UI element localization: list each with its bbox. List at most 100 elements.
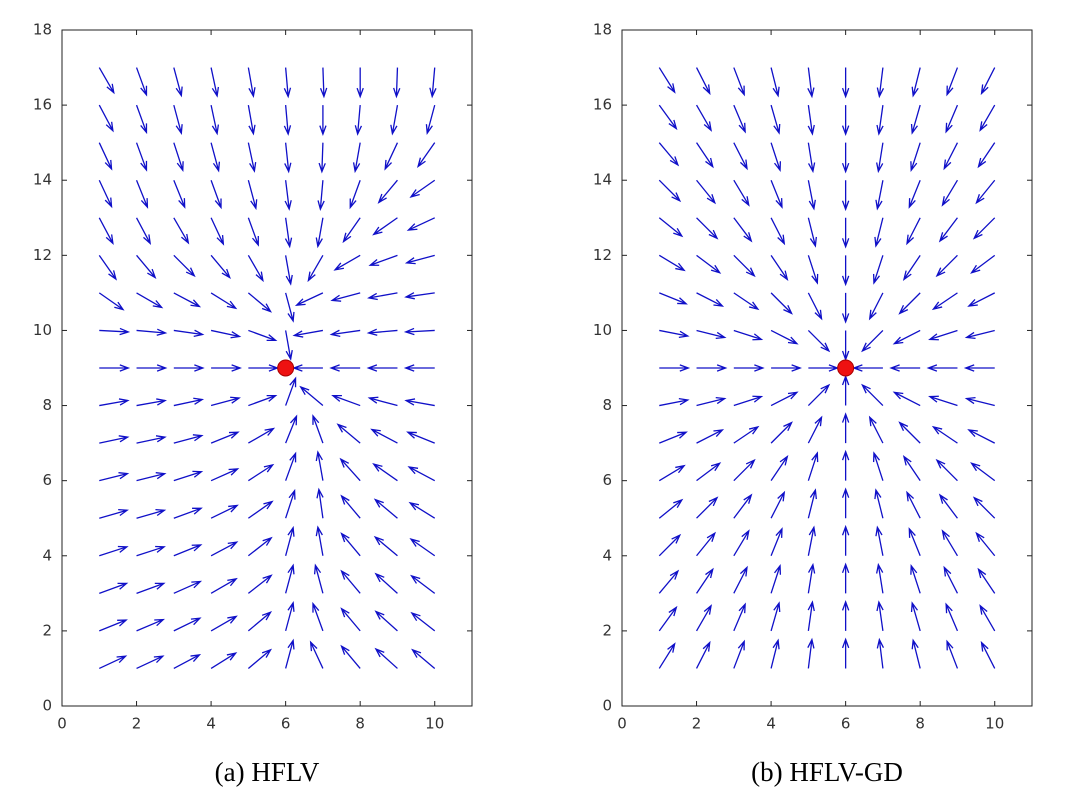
y-tick-label: 10 bbox=[593, 321, 612, 339]
arrow bbox=[247, 574, 273, 594]
arrow bbox=[210, 179, 222, 210]
arrow bbox=[696, 396, 727, 407]
arrow bbox=[807, 600, 815, 631]
arrow bbox=[910, 601, 921, 632]
arrow bbox=[977, 142, 996, 169]
arrow bbox=[210, 254, 231, 280]
arrow bbox=[409, 179, 436, 198]
arrow bbox=[733, 364, 765, 372]
arrow bbox=[807, 383, 831, 407]
arrow bbox=[285, 601, 295, 632]
arrow bbox=[285, 376, 297, 406]
arrow bbox=[368, 254, 398, 266]
arrow bbox=[892, 391, 921, 407]
x-tick-label: 2 bbox=[132, 715, 142, 733]
arrow bbox=[980, 67, 996, 96]
x-tick-label: 10 bbox=[425, 715, 444, 733]
arrow bbox=[292, 329, 324, 338]
arrow bbox=[970, 254, 996, 274]
arrow bbox=[285, 525, 295, 556]
arrow bbox=[98, 67, 115, 95]
arrow bbox=[173, 292, 202, 308]
arrow bbox=[970, 462, 996, 482]
arrow bbox=[312, 601, 324, 632]
arrow bbox=[98, 254, 117, 281]
arrow bbox=[807, 637, 815, 669]
arrow bbox=[210, 541, 239, 557]
y-tick-label: 14 bbox=[33, 171, 52, 189]
arrow bbox=[733, 217, 753, 243]
arrow bbox=[248, 394, 278, 407]
y-tick-label: 2 bbox=[42, 621, 52, 639]
y-tick-label: 16 bbox=[593, 96, 612, 114]
arrow bbox=[902, 254, 921, 281]
arrow bbox=[367, 292, 398, 301]
arrow bbox=[384, 142, 399, 171]
arrow bbox=[910, 104, 921, 135]
arrow bbox=[975, 179, 996, 205]
arrow bbox=[841, 412, 850, 444]
y-tick-label: 14 bbox=[593, 171, 612, 189]
arrow bbox=[98, 292, 125, 311]
x-tick-label: 10 bbox=[985, 715, 1004, 733]
arrow bbox=[770, 179, 783, 209]
arrow bbox=[285, 292, 295, 323]
arrow bbox=[173, 434, 204, 444]
arrow bbox=[808, 364, 840, 372]
arrow bbox=[658, 104, 678, 131]
y-tick-label: 16 bbox=[33, 96, 52, 114]
arrow bbox=[309, 640, 324, 669]
arrow bbox=[964, 396, 995, 407]
arrow bbox=[404, 254, 435, 265]
arrow bbox=[247, 104, 256, 136]
x-tick-label: 6 bbox=[841, 715, 851, 733]
arrow bbox=[349, 179, 361, 210]
arrow bbox=[941, 179, 959, 207]
arrow bbox=[658, 217, 684, 238]
arrow bbox=[770, 601, 781, 632]
arrow bbox=[247, 536, 273, 557]
arrow bbox=[393, 67, 401, 99]
arrow bbox=[136, 618, 165, 632]
arrow bbox=[173, 653, 202, 670]
arrow bbox=[136, 364, 168, 372]
y-tick-label: 2 bbox=[602, 621, 612, 639]
arrow bbox=[807, 255, 819, 285]
arrow bbox=[841, 292, 850, 324]
arrow bbox=[946, 67, 959, 97]
arrow bbox=[876, 105, 884, 136]
y-tick-label: 4 bbox=[42, 546, 52, 564]
arrow bbox=[356, 67, 364, 99]
arrow bbox=[659, 364, 691, 372]
arrow bbox=[284, 217, 293, 249]
x-tick-label: 4 bbox=[766, 715, 776, 733]
arrow bbox=[841, 449, 850, 481]
arrow bbox=[340, 532, 361, 557]
arrow bbox=[841, 67, 850, 99]
arrow bbox=[248, 364, 280, 372]
arrow bbox=[931, 292, 958, 311]
arrow bbox=[316, 487, 324, 519]
arrow bbox=[946, 639, 959, 669]
arrow bbox=[695, 104, 712, 132]
arrow bbox=[892, 329, 921, 345]
arrow bbox=[247, 255, 264, 283]
arrow bbox=[315, 450, 324, 481]
arrow bbox=[409, 538, 436, 557]
caption: (a) HFLV bbox=[215, 757, 320, 787]
arrow bbox=[770, 217, 786, 246]
arrow bbox=[410, 611, 436, 632]
arrow bbox=[247, 67, 256, 98]
arrow bbox=[770, 391, 799, 407]
arrow bbox=[136, 472, 167, 482]
arrow bbox=[330, 292, 361, 302]
target-point bbox=[837, 359, 855, 377]
arrow bbox=[210, 217, 225, 246]
arrow bbox=[770, 563, 782, 594]
arrow bbox=[173, 617, 202, 632]
arrow bbox=[173, 179, 186, 209]
arrow bbox=[329, 329, 361, 337]
arrow bbox=[841, 255, 850, 287]
arrow bbox=[331, 394, 361, 407]
